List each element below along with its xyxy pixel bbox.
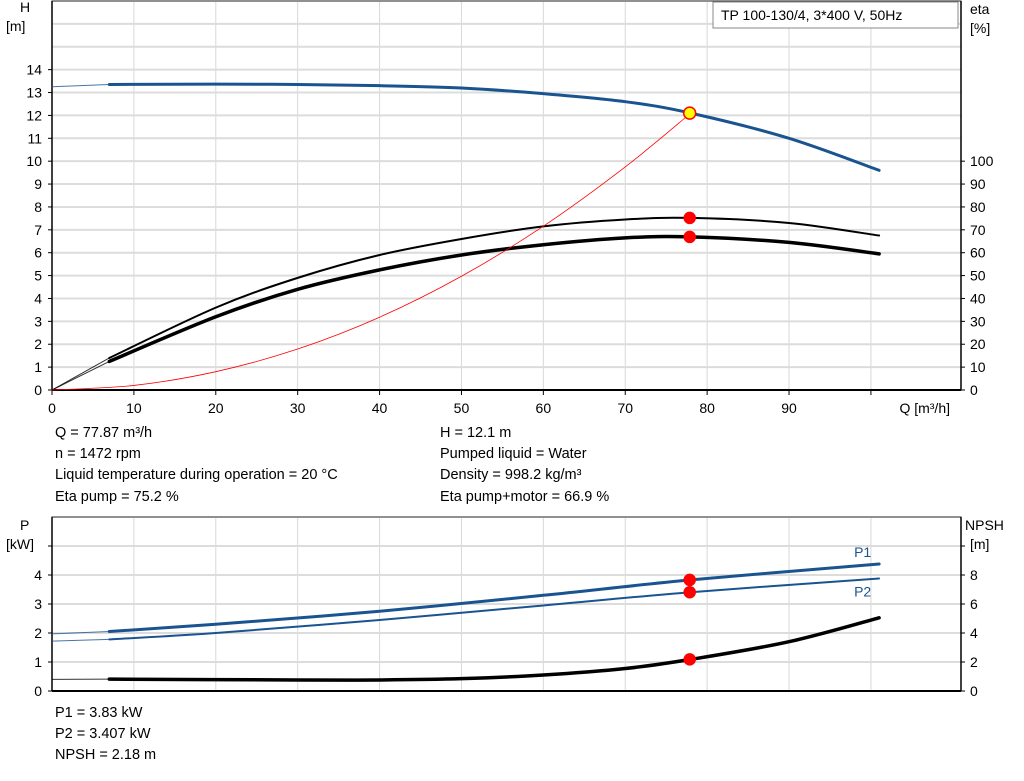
- series-extension-eta-pump-motor: [51, 360, 110, 391]
- operating-point-marker: [683, 230, 696, 244]
- y-tick-label: 6: [34, 245, 42, 261]
- y-tick-label: 13: [26, 85, 42, 101]
- y2-axis-label: eta: [970, 1, 990, 17]
- y2-tick-label: 80: [970, 199, 986, 215]
- operating-point-marker: [682, 106, 697, 120]
- x-tick-label: 20: [208, 400, 224, 416]
- y-tick-label: 11: [27, 130, 42, 146]
- y-tick-label: 7: [34, 222, 42, 238]
- y2-tick-label: 50: [970, 268, 986, 284]
- y-tick-label: 1: [34, 654, 42, 670]
- series-line-system-curve: [51, 112, 692, 391]
- series-line-P2: [108, 577, 881, 641]
- series-line-H: [107, 82, 881, 172]
- x-tick-label: 50: [454, 400, 470, 416]
- x-tick-label: 60: [536, 400, 552, 416]
- x-tick-label: 40: [372, 400, 388, 416]
- y2-tick-label: 40: [970, 290, 986, 306]
- info-temperature: Liquid temperature during operation = 20…: [55, 467, 338, 483]
- y-axis-label: [m]: [6, 18, 25, 34]
- info-p1: P1 = 3.83 kW: [55, 705, 143, 721]
- y2-tick-label: 20: [970, 336, 986, 352]
- title-box: [712, 1, 959, 29]
- info-npsh: NPSH = 2.18 m: [55, 747, 157, 763]
- y-tick-label: 1: [34, 359, 42, 375]
- series-label-P2: P2: [854, 583, 871, 599]
- y2-tick-label: 6: [970, 596, 978, 612]
- y-tick-label: 4: [34, 290, 42, 306]
- series-line-eta-pump-motor: [107, 234, 881, 364]
- operating-point-marker: [683, 573, 696, 587]
- y-tick-label: 0: [34, 683, 42, 699]
- y-tick-label: 2: [34, 336, 42, 352]
- info-density: Density = 998.2 kg/m³: [440, 467, 582, 483]
- y2-tick-label: 30: [970, 313, 986, 329]
- y-tick-label: 3: [34, 596, 42, 612]
- series-label-P1: P1: [854, 544, 871, 560]
- y-axis-label: H: [20, 0, 30, 15]
- y2-axis-label: [%]: [970, 20, 990, 36]
- y2-tick-label: 10: [970, 359, 986, 375]
- series-line-eta-pump: [108, 216, 881, 359]
- y2-tick-label: 4: [970, 625, 978, 641]
- info-liquid: Pumped liquid = Water: [440, 446, 587, 462]
- y2-tick-label: 70: [970, 222, 986, 238]
- series-extension-H: [51, 84, 110, 88]
- x-tick-label: 90: [781, 400, 797, 416]
- info-eta-total: Eta pump+motor = 66.9 %: [440, 489, 610, 505]
- x-tick-label: 70: [617, 400, 633, 416]
- y-tick-label: 12: [26, 107, 42, 123]
- series-extension-P2: [51, 638, 110, 642]
- y2-tick-label: 8: [970, 567, 978, 583]
- y-axis-label: [kW]: [6, 536, 34, 552]
- operating-point-marker: [683, 585, 696, 599]
- info-speed: n = 1472 rpm: [55, 446, 141, 462]
- series-line-NPSH: [107, 616, 881, 682]
- x-tick-label: 0: [48, 400, 56, 416]
- y-axis-label: P: [20, 517, 29, 533]
- y-tick-label: 10: [26, 153, 42, 169]
- y-tick-label: 4: [34, 567, 42, 583]
- y-tick-label: 3: [34, 313, 42, 329]
- series-extension-P1: [51, 631, 110, 635]
- y2-axis-label: [m]: [970, 536, 989, 552]
- info-flow: Q = 77.87 m³/h: [55, 425, 153, 441]
- y2-tick-label: 2: [970, 654, 978, 670]
- x-tick-label: 10: [126, 400, 142, 416]
- x-tick-label: 80: [699, 400, 715, 416]
- y2-axis-label: NPSH: [965, 517, 1004, 533]
- y2-tick-label: 90: [970, 176, 986, 192]
- y2-tick-label: 60: [970, 245, 986, 261]
- info-head: H = 12.1 m: [440, 425, 512, 441]
- y2-tick-label: 100: [970, 153, 994, 169]
- series-extension-eta-pump: [51, 357, 110, 391]
- series-line-P1: [107, 562, 881, 634]
- info-eta-pump: Eta pump = 75.2 %: [55, 489, 179, 505]
- info-p2: P2 = 3.407 kW: [55, 726, 151, 742]
- y-tick-label: 5: [34, 268, 42, 284]
- operating-point-marker: [683, 211, 696, 225]
- y2-tick-label: 0: [970, 683, 978, 699]
- y-tick-label: 0: [34, 382, 42, 398]
- y-tick-label: 8: [34, 199, 42, 215]
- x-axis-label: Q [m³/h]: [899, 400, 950, 416]
- plot-frame: [51, 0, 962, 391]
- y-tick-label: 2: [34, 625, 42, 641]
- x-tick-label: 30: [290, 400, 306, 416]
- y-tick-label: 14: [26, 62, 42, 78]
- operating-point-marker: [683, 653, 696, 666]
- chart-title: TP 100-130/4, 3*400 V, 50Hz: [721, 7, 902, 23]
- y-tick-label: 9: [34, 176, 42, 192]
- y2-tick-label: 0: [970, 382, 978, 398]
